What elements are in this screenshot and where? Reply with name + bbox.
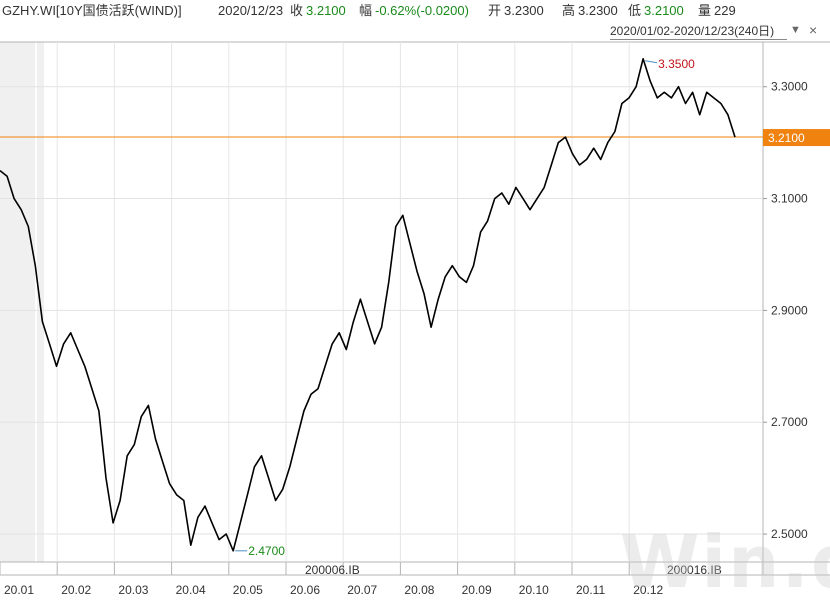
- security-code: GZHY.WI[10Y国债活跃(WIND)]: [2, 3, 182, 18]
- low-value: 3.2100: [644, 3, 684, 18]
- x-tick-label-7: 20.08: [404, 583, 434, 597]
- volume-value: 229: [714, 3, 736, 18]
- y-tick-label-2: 2.9000: [771, 303, 808, 317]
- wind-watermark: Win.d: [620, 520, 830, 604]
- close-icon[interactable]: ×: [809, 22, 818, 38]
- y-tick-label-0: 3.3000: [771, 80, 808, 94]
- max-label: 3.3500: [658, 57, 695, 71]
- quote-header: GZHY.WI[10Y国债活跃(WIND)] 2020/12/23 收 3.21…: [0, 0, 830, 22]
- change-label: 幅: [359, 3, 373, 18]
- x-tick-label-11: 20.12: [633, 583, 663, 597]
- x-tick-label-9: 20.10: [519, 583, 549, 597]
- change-value: -0.62%(-0.0200): [375, 3, 469, 18]
- close-value: 3.2100: [306, 3, 346, 18]
- high-label: 高: [562, 3, 576, 18]
- high-value: 3.2300: [578, 3, 618, 18]
- x-tick-label-1: 20.02: [61, 583, 91, 597]
- current-price-label: 3.2100: [768, 131, 805, 145]
- min-label: 2.4700: [248, 544, 285, 558]
- x-tick-label-0: 20.01: [4, 583, 34, 597]
- x-tick-label-4: 20.05: [233, 583, 263, 597]
- x-tick-label-10: 20.11: [576, 583, 605, 597]
- x-tick-label-2: 20.03: [118, 583, 148, 597]
- date-range-selector[interactable]: 2020/01/02-2020/12/23(240日): [610, 24, 775, 38]
- shaded-region-0: [0, 42, 36, 562]
- y-tick-label-4: 2.5000: [771, 527, 808, 541]
- x-tick-label-5: 20.06: [290, 583, 320, 597]
- x-tick-label-3: 20.04: [176, 583, 206, 597]
- max-pointer: [645, 60, 658, 64]
- close-label: 收: [290, 3, 304, 18]
- x-tick-label-6: 20.07: [347, 583, 377, 597]
- volume-label: 量: [698, 3, 712, 18]
- current-price-tag: [763, 129, 830, 147]
- price-line: [0, 57, 736, 552]
- contract-label-1: 200016.IB: [667, 563, 722, 577]
- open-value: 3.2300: [504, 3, 544, 18]
- date-range-underline: [610, 39, 787, 40]
- contract-label-0: 200006.IB: [305, 563, 360, 577]
- chevron-down-icon[interactable]: ▼: [790, 24, 801, 36]
- quote-date: 2020/12/23: [218, 3, 284, 18]
- y-tick-label-1: 3.1000: [771, 192, 808, 206]
- y-tick-label-3: 2.7000: [771, 415, 808, 429]
- x-tick-label-8: 20.09: [462, 583, 492, 597]
- low-label: 低: [628, 3, 642, 18]
- open-label: 开: [488, 3, 502, 18]
